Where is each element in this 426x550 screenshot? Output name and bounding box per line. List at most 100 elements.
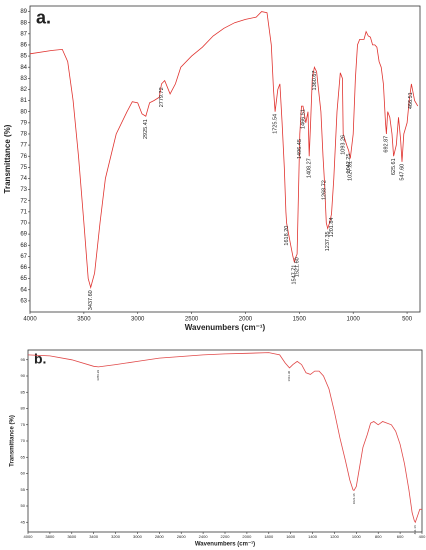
plot-frame [27, 349, 423, 533]
x-tick-label: 800 [375, 534, 382, 539]
y-tick-label: 83 [20, 76, 27, 82]
y-tick-label: 65 [20, 276, 27, 282]
peak-label: 1360.67 [312, 71, 318, 91]
y-tick-label: 79 [20, 120, 27, 126]
spectrum-line [27, 352, 422, 524]
x-tick-label: 3800 [45, 534, 55, 539]
x-tick-label: 600 [397, 534, 404, 539]
y-axis-title: Transmittance (%) [3, 124, 12, 193]
x-tick-label: 2000 [239, 317, 253, 323]
peak-label: 1466.51 [300, 109, 306, 129]
y-tick-label: 88 [20, 20, 27, 26]
y-tick-label: 78 [20, 132, 27, 138]
peak-label: 1201.84 [329, 217, 335, 237]
y-tick-label: 66 [20, 265, 27, 271]
x-axis-title: Wavenumbers (cm⁻¹) [185, 323, 266, 332]
x-tick-label: 4000 [23, 317, 37, 323]
x-tick-label: 3000 [131, 317, 145, 323]
peak-label: 692.87 [384, 136, 390, 153]
y-tick-label: 89 [20, 9, 27, 15]
x-tick-label: 2400 [199, 534, 209, 539]
x-tick-label: 3500 [77, 317, 91, 323]
y-tick-label: 82 [20, 87, 27, 93]
y-tick-label: 86 [20, 43, 27, 49]
x-tick-label: 2800 [155, 534, 165, 539]
y-tick-label: 70 [20, 221, 27, 227]
y-tick-label: 85 [21, 389, 26, 394]
peak-label: 1093.26 [341, 135, 347, 155]
peak-label: 3437.60 [88, 290, 94, 310]
y-tick-label: 50 [21, 503, 26, 508]
x-tick-label: 1500 [293, 317, 307, 323]
peak-label: 1725.54 [272, 114, 278, 134]
peak-label: 1027.81 [348, 161, 354, 181]
panel-label: b. [34, 351, 46, 367]
x-tick-label: 1400 [308, 534, 318, 539]
x-tick-label: 2600 [177, 534, 187, 539]
y-tick-label: 67 [20, 254, 27, 260]
y-tick-label: 63 [20, 298, 27, 304]
y-tick-label: 75 [20, 165, 27, 171]
y-tick-label: 72 [20, 198, 27, 204]
y-tick-label: 95 [21, 357, 26, 362]
y-tick-label: 81 [20, 98, 27, 104]
y-tick-label: 55 [21, 487, 26, 492]
y-tick-label: 90 [21, 373, 26, 378]
y-tick-label: 68 [20, 243, 27, 249]
peak-label: 1021.36 [352, 493, 356, 504]
x-tick-label: 500 [402, 317, 413, 323]
y-tick-label: 76 [20, 154, 27, 160]
y-axis-title: Transmittance (%) [10, 415, 16, 467]
x-tick-label: 400 [419, 534, 426, 539]
y-tick-label: 85 [20, 54, 27, 60]
peak-label: 466.51 [408, 92, 414, 109]
y-tick-label: 60 [21, 471, 26, 476]
x-tick-label: 1000 [347, 317, 361, 323]
x-tick-label: 1800 [264, 534, 274, 539]
peak-label: 1042.25 [346, 154, 352, 174]
y-tick-label: 84 [20, 65, 27, 71]
x-tick-label: 1200 [330, 534, 340, 539]
y-tick-label: 70 [21, 438, 26, 443]
peak-label: 461.16 [413, 525, 417, 535]
x-tick-label: 3000 [133, 534, 143, 539]
spectrum-line [29, 11, 419, 290]
peak-label: 1268.72 [322, 180, 328, 200]
y-tick-label: 73 [20, 187, 27, 193]
y-tick-label: 74 [20, 176, 27, 182]
peak-label: 1408.27 [307, 158, 313, 178]
y-tick-label: 87 [20, 31, 27, 37]
peak-label: 1547.71 [292, 265, 298, 285]
x-tick-label: 1000 [352, 534, 362, 539]
x-axis-title: Wavenumbers (cm⁻¹) [195, 541, 255, 548]
x-tick-label: 2000 [242, 534, 252, 539]
peak-label: 2925.41 [143, 119, 149, 139]
peak-label: 1618.20 [284, 226, 290, 246]
y-tick-label: 65 [21, 454, 26, 459]
y-tick-label: 69 [20, 232, 27, 238]
y-tick-label: 64 [20, 287, 27, 293]
x-tick-label: 3400 [89, 534, 99, 539]
y-tick-label: 75 [21, 422, 26, 427]
y-tick-label: 45 [21, 519, 26, 524]
peak-label: 1521.60 [294, 257, 300, 277]
y-tick-label: 77 [20, 143, 27, 149]
plot-frame [29, 5, 421, 313]
y-tick-label: 80 [21, 406, 26, 411]
panel-label: a. [36, 7, 51, 27]
peak-label: 2779.72 [159, 87, 165, 107]
x-tick-label: 2500 [185, 317, 199, 323]
peak-label: 547.60 [399, 164, 405, 181]
x-tick-label: 3200 [111, 534, 121, 539]
x-tick-label: 4000 [24, 534, 34, 539]
x-tick-label: 1600 [286, 534, 296, 539]
peak-label: 1237.35 [325, 231, 331, 251]
x-tick-label: 3600 [67, 534, 77, 539]
y-tick-label: 80 [20, 109, 27, 115]
peak-label: 1611.30 [287, 371, 291, 382]
peak-label: 3356.29 [96, 370, 100, 381]
peak-label: 1496.45 [297, 139, 303, 159]
x-tick-label: 2200 [221, 534, 231, 539]
